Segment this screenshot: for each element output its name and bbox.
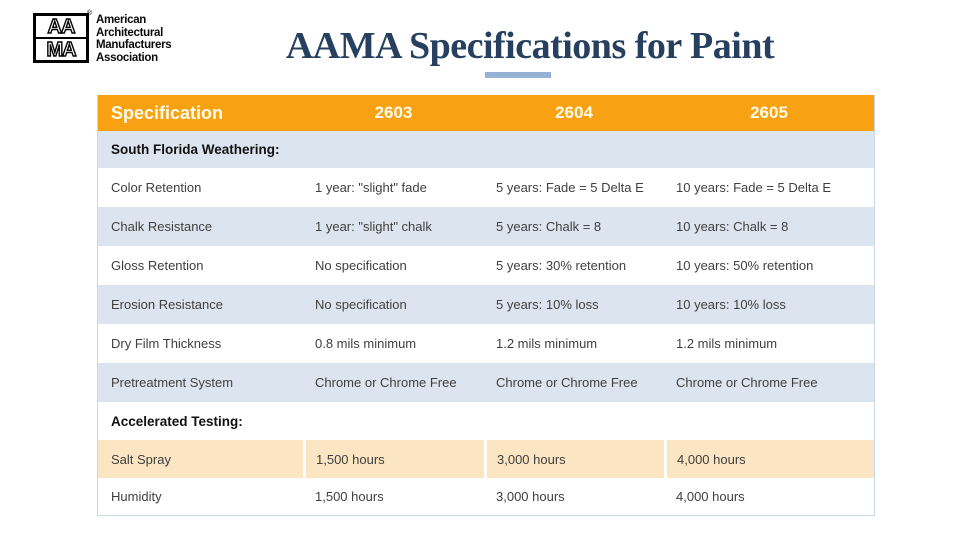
header-col-2603: 2603 [374,103,413,122]
table-row-gloss-retention: Gloss Retention No specification 5 years… [98,246,874,285]
value-cell-2605: 1.2 mils minimum [676,336,778,351]
row-label-cell: Dry Film Thickness [111,336,222,351]
value-cell-2605: Chrome or Chrome Free [676,374,818,390]
registered-trademark-icon: ® [86,10,92,17]
value-cell-2604: 3,000 hours [496,489,565,504]
value-cell-2604: 5 years: Fade = 5 Delta E [496,180,644,195]
value-cell-2603: No specification [315,297,407,312]
row-label-cell: Salt Spray [98,440,303,478]
header-col-2605: 2605 [750,103,788,122]
spec-table: Specification 2603 2604 2605 South Flori… [97,95,875,516]
row-label-cell: Chalk Resistance [111,219,213,234]
table-row-chalk-resistance: Chalk Resistance 1 year: "slight" chalk … [98,207,874,246]
aama-logo: AA MA ® American Architectural Manufactu… [33,10,172,64]
value-cell-2605: 10 years: 10% loss [676,297,786,312]
value-cell-2605: 10 years: 50% retention [676,258,814,273]
value-cell-2603: Chrome or Chrome Free [315,374,457,390]
value-cell-2603: 1 year: "slight" chalk [315,219,432,234]
value-cell-2604: 5 years: Chalk = 8 [496,219,602,234]
value-cell-2603: 1 year: "slight" fade [315,180,427,195]
value-cell-2605: 4,000 hours [664,440,874,478]
logo-org-line-1: American [96,14,147,26]
value-cell-2603: 1,500 hours [303,440,484,478]
header-specification-label: Specification [111,102,224,123]
section-label: South Florida Weathering: [111,142,280,157]
value-cell-2604: 5 years: 10% loss [496,297,599,312]
section-row-accelerated-testing: Accelerated Testing: [98,401,874,440]
row-label-cell: Pretreatment System [111,374,234,390]
header-col-2604: 2604 [555,103,593,122]
slide-title: AAMA Specifications for Paint [285,25,775,67]
table-row-erosion-resistance: Erosion Resistance No specification 5 ye… [98,285,874,324]
value-cell-2605: 4,000 hours [676,489,745,504]
logo-divider [36,37,86,39]
table-header-row: Specification 2603 2604 2605 [98,95,874,131]
value-cell-2603: No specification [315,258,407,273]
value-cell-2604: 1.2 mils minimum [496,336,598,351]
value-cell-2603: 0.8 mils minimum [315,336,417,351]
logo-aa-text: AA [47,15,76,38]
table-row-humidity: Humidity 1,500 hours 3,000 hours 4,000 h… [98,478,874,515]
table-row-dry-film-thickness: Dry Film Thickness 0.8 mils minimum 1.2 … [98,324,874,363]
section-label: Accelerated Testing: [111,413,243,429]
logo-ma-text: MA [46,38,78,61]
section-row-south-florida: South Florida Weathering: [98,131,874,168]
logo-org-line-4: Association [96,51,158,64]
value-cell-2605: 10 years: Fade = 5 Delta E [676,180,832,195]
value-cell-2603: 1,500 hours [315,489,384,504]
title-underline-bar [485,72,551,78]
value-cell-2604: 5 years: 30% retention [496,258,627,273]
value-cell-2605: 10 years: Chalk = 8 [676,219,789,234]
table-row-pretreatment-system: Pretreatment System Chrome or Chrome Fre… [98,363,874,401]
aama-logo-square: AA MA ® [33,10,92,63]
table-row-salt-spray: Salt Spray 1,500 hours 3,000 hours 4,000… [98,440,874,478]
logo-org-line-3: Manufacturers [96,39,172,51]
row-label-cell: Color Retention [111,180,202,195]
value-cell-2604: 3,000 hours [484,440,664,478]
table-row-color-retention: Color Retention 1 year: "slight" fade 5 … [98,168,874,207]
logo-org-line-2: Architectural [96,26,164,39]
value-cell-2604: Chrome or Chrome Free [496,374,638,390]
row-label-cell: Gloss Retention [111,258,204,273]
row-label-cell: Humidity [111,489,162,504]
row-label-cell: Erosion Resistance [111,297,223,312]
logo-org-name: American Architectural Manufacturers Ass… [96,13,172,64]
